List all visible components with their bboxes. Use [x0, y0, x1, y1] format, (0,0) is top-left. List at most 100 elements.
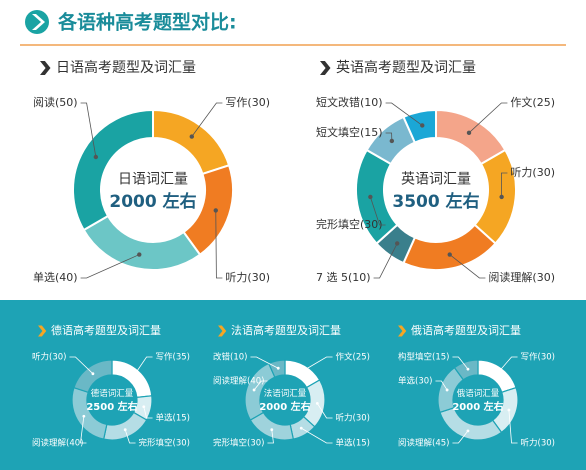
leader-dot — [132, 374, 136, 378]
leader-line — [501, 172, 508, 197]
segment-label: 单选(15) — [156, 413, 190, 424]
leader-dot — [276, 366, 280, 370]
segment-label: 听力(30) — [521, 438, 555, 449]
donut-segment — [267, 359, 286, 378]
leader-line — [385, 132, 393, 141]
leader-line — [435, 380, 448, 391]
leader-line — [143, 406, 153, 419]
leader-line — [69, 356, 94, 374]
leader-dot — [82, 414, 86, 418]
section-title: 日语高考题型及词汇量 — [56, 59, 196, 76]
segment-label: 听力(30) — [225, 271, 270, 284]
leader-line — [80, 254, 140, 279]
page-title: 各语种高考题型对比: — [57, 11, 237, 34]
donut-segment — [72, 108, 154, 232]
leader-dot — [315, 401, 319, 405]
center-title: 英语词汇量 — [401, 171, 471, 188]
leader-line — [80, 102, 97, 158]
leader-dot — [93, 154, 99, 160]
leader-line — [133, 356, 153, 377]
segment-label: 阅读理解(40) — [213, 376, 264, 387]
center-value: 2000 左右 — [109, 191, 196, 212]
segment-label: 单选(30) — [398, 376, 432, 387]
leader-dot — [299, 426, 303, 430]
section-title: 法语高考题型及词汇量 — [231, 323, 341, 337]
leader-line — [496, 356, 518, 374]
center-title: 俄语词汇量 — [457, 388, 500, 399]
center-title: 日语词汇量 — [118, 172, 188, 188]
leader-dot — [420, 123, 425, 128]
leader-line — [215, 210, 223, 279]
segment-label: 阅读理解(30) — [488, 270, 555, 284]
center-value: 2500 左右 — [86, 400, 137, 413]
center-value: 2000 左右 — [259, 400, 310, 413]
segment-label: 完形填空(30) — [139, 438, 190, 449]
leader-line — [452, 356, 469, 370]
center-value: 2000 左右 — [452, 400, 503, 413]
leader-dot — [189, 134, 194, 139]
title-icon — [25, 10, 49, 34]
segment-label: 听力(30) — [336, 413, 370, 424]
leader-dot — [447, 252, 452, 257]
leader-dot — [137, 252, 142, 257]
segment-label: 听力(30) — [32, 352, 66, 363]
segment-label: 作文(25) — [510, 95, 555, 109]
segment-label: 短文改错(10) — [316, 95, 383, 109]
segment-label: 阅读理解(45) — [398, 438, 449, 449]
segment-label: 阅读理解(40) — [32, 438, 83, 449]
leader-line — [301, 427, 333, 444]
leader-line — [508, 410, 518, 444]
segment-label: 听力(30) — [510, 166, 555, 179]
leader-dot — [499, 194, 504, 200]
section-title: 俄语高考题型及词汇量 — [411, 323, 521, 337]
center-value: 3500 左右 — [392, 191, 479, 212]
donut-segment — [152, 108, 231, 176]
segment-label: 7 选 5(10) — [316, 271, 371, 284]
segment-label: 完形填空(30) — [213, 438, 264, 449]
center-title: 法语词汇量 — [264, 388, 307, 399]
leader-line — [250, 356, 279, 369]
donut-segment — [73, 359, 113, 394]
leader-dot — [395, 241, 400, 246]
leader-dot — [466, 367, 470, 371]
segment-label: 写作(30) — [521, 352, 555, 363]
leader-line — [267, 429, 274, 444]
leader-dot — [495, 372, 499, 376]
leader-dot — [123, 428, 127, 432]
leader-line — [449, 254, 486, 279]
segment-label: 改错(10) — [213, 352, 247, 363]
leader-dot — [368, 194, 373, 200]
title-icon-arrow — [32, 14, 45, 30]
donut-segment — [402, 223, 497, 271]
leader-line — [452, 430, 469, 444]
leader-line — [316, 403, 333, 419]
donut-segment — [82, 214, 202, 271]
section-chevron — [320, 61, 331, 75]
leader-dot — [466, 130, 472, 136]
donut-segment — [453, 359, 479, 381]
leader-dot — [213, 208, 218, 213]
leader-line — [124, 429, 136, 444]
leader-line — [191, 102, 223, 137]
leader-line — [301, 356, 333, 373]
segment-label: 阅读(50) — [33, 95, 78, 109]
bottom-band — [0, 300, 586, 470]
segment-label: 作文(25) — [336, 352, 370, 363]
section-chevron — [398, 325, 407, 337]
section-chevron — [218, 325, 227, 337]
leader-line — [373, 243, 398, 279]
segment-label: 单选(15) — [336, 438, 370, 449]
leader-line — [369, 196, 386, 226]
leader-dot — [91, 372, 95, 376]
leader-dot — [507, 408, 511, 412]
leader-dot — [252, 388, 256, 392]
leader-dot — [389, 138, 395, 144]
segment-label: 构型填空(15) — [398, 352, 449, 363]
segment-label: 完形填空(30) — [316, 217, 383, 231]
leader-dot — [142, 405, 146, 409]
leader-line — [468, 102, 508, 134]
section-chevron — [38, 325, 47, 337]
leader-line — [253, 380, 268, 391]
leader-line — [79, 416, 87, 444]
